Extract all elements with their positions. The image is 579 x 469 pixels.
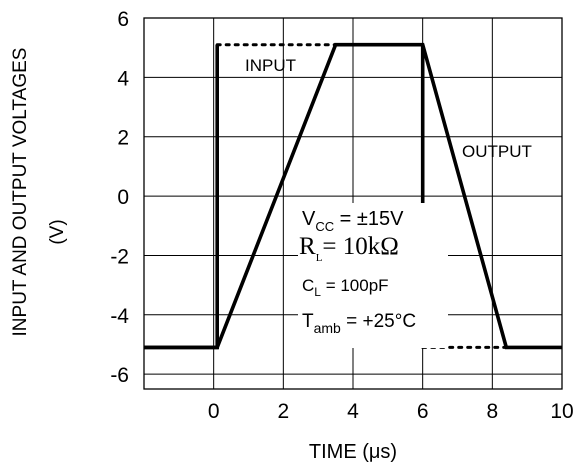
- y-tick-label: -6: [110, 364, 129, 387]
- y-axis-title: INPUT AND OUTPUT VOLTAGES: [10, 48, 31, 337]
- x-tick-label: 6: [417, 400, 429, 423]
- rl-condition: RL= 10kΩ: [299, 233, 399, 264]
- y-tick-label: -2: [110, 245, 129, 268]
- x-axis-title: TIME (μs): [309, 441, 397, 463]
- x-tick-label: 10: [550, 400, 573, 423]
- cl-condition: CL = 100pF: [302, 276, 389, 299]
- y-tick-label: 4: [117, 67, 129, 90]
- y-tick-label: -4: [110, 305, 129, 328]
- output-label: OUTPUT: [462, 142, 532, 161]
- x-tick-label: 0: [208, 400, 220, 423]
- y-axis-unit: (V): [47, 219, 68, 244]
- x-tick-label: 2: [277, 400, 289, 423]
- output-line-solid: [144, 42, 562, 350]
- test-conditions: VCC = ±15V RL= 10kΩ CL = 100pF Tamb = +2…: [298, 203, 448, 348]
- x-tick-label: 8: [486, 400, 498, 423]
- y-tick-label: 2: [117, 127, 129, 150]
- y-tick-label: 0: [117, 186, 129, 209]
- tamb-condition: Tamb = +25°C: [302, 311, 416, 336]
- vcc-condition: VCC = ±15V: [302, 208, 404, 234]
- y-tick-label: 6: [117, 8, 129, 31]
- input-label: INPUT: [245, 56, 296, 75]
- x-tick-label: 4: [347, 400, 359, 423]
- tick-labels: 0 2 4 6 8 10 6 4 2 0 -2 -4 -6: [110, 8, 573, 423]
